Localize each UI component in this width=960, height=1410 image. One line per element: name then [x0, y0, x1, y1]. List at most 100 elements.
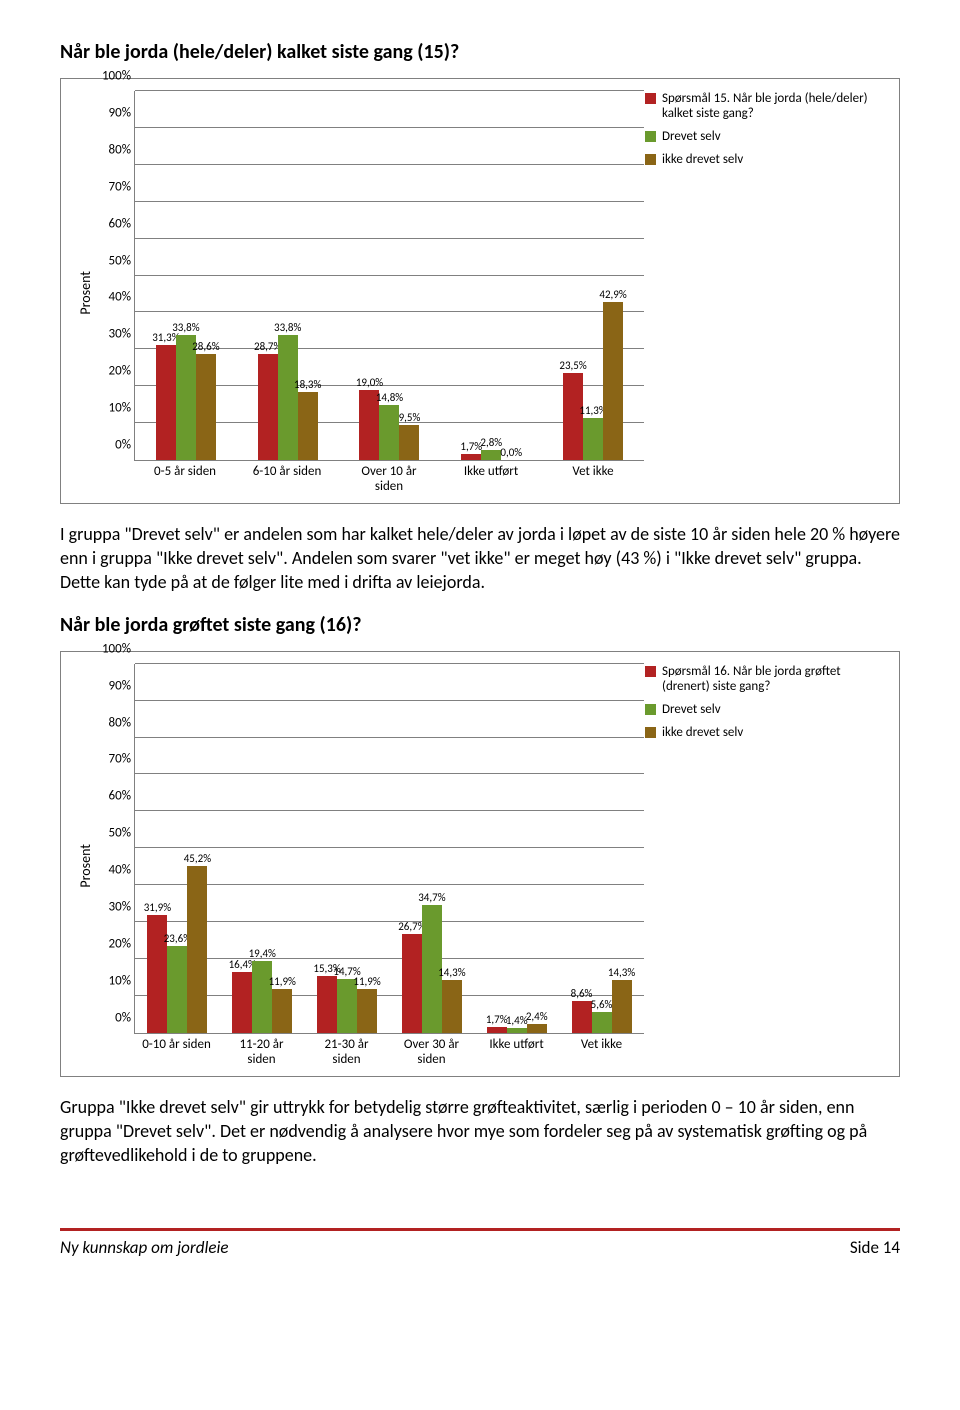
footer-right: Side 14 [850, 1237, 900, 1258]
bar-value-label: 0,0% [500, 446, 522, 459]
bar: 42,9% [603, 302, 623, 460]
bar-value-label: 14,3% [608, 966, 635, 979]
chart-2-plot: 0%10%20%30%40%50%60%70%80%90%100%31,9%23… [134, 664, 644, 1034]
paragraph-1: I gruppa "Drevet selv" er andelen som ha… [60, 522, 900, 595]
heading-1: Når ble jorda (hele/deler) kalket siste … [60, 40, 900, 64]
legend-swatch [645, 154, 656, 165]
bar: 45,2% [187, 866, 207, 1033]
ytick: 40% [91, 290, 131, 305]
bar: 19,4% [252, 961, 272, 1033]
xlabel: Vet ikke [559, 1038, 644, 1068]
ytick: 80% [91, 715, 131, 730]
bar: 18,3% [298, 392, 318, 460]
bar-value-label: 1,4% [506, 1014, 528, 1027]
bar-value-label: 5,6% [591, 998, 613, 1011]
xlabel: 0-5 år siden [134, 465, 236, 495]
bar: 14,3% [612, 980, 632, 1033]
bar-value-label: 11,9% [269, 975, 296, 988]
ytick: 40% [91, 863, 131, 878]
ytick: 60% [91, 216, 131, 231]
bar: 2,4% [527, 1024, 547, 1033]
chart-1-legend: Spørsmål 15. Når ble jorda (hele/deler) … [645, 91, 885, 175]
bar: 9,5% [399, 425, 419, 460]
ytick: 30% [91, 327, 131, 342]
bar-value-label: 18,3% [294, 378, 321, 391]
xlabel: 21-30 årsiden [304, 1038, 389, 1068]
ytick: 70% [91, 752, 131, 767]
bar: 2,8% [481, 450, 501, 460]
ytick: 30% [91, 900, 131, 915]
legend-item: Spørsmål 16. Når ble jorda grøftet (dren… [645, 664, 885, 694]
legend-label: Spørsmål 16. Når ble jorda grøftet (dren… [662, 664, 885, 694]
bar-value-label: 9,5% [399, 411, 421, 424]
xlabel: Over 10 årsiden [338, 465, 440, 495]
bar: 14,8% [379, 405, 399, 460]
ytick: 100% [91, 641, 131, 656]
bar: 15,3% [317, 976, 337, 1032]
bar: 31,3% [156, 345, 176, 460]
chart-2-xlabels: 0-10 år siden11-20 årsiden21-30 årsidenO… [134, 1038, 644, 1068]
xlabel: Ikke utført [474, 1038, 559, 1068]
ytick: 90% [91, 105, 131, 120]
xlabel: Vet ikke [542, 465, 644, 495]
xlabel: Ikke utført [440, 465, 542, 495]
page-footer: Ny kunnskap om jordleie Side 14 [60, 1228, 900, 1258]
chart-1-xlabels: 0-5 år siden6-10 år sidenOver 10 årsiden… [134, 465, 644, 495]
ytick: 0% [91, 438, 131, 453]
paragraph-2: Gruppa "Ikke drevet selv" gir uttrykk fo… [60, 1095, 900, 1168]
bar-value-label: 14,3% [438, 966, 465, 979]
bar: 33,8% [176, 335, 196, 460]
legend-swatch [645, 704, 656, 715]
legend-item: Spørsmål 15. Når ble jorda (hele/deler) … [645, 91, 885, 121]
bar-value-label: 2,8% [480, 436, 502, 449]
chart-2-container: Prosent 0%10%20%30%40%50%60%70%80%90%100… [60, 651, 900, 1077]
ytick: 100% [91, 69, 131, 84]
legend-item: Drevet selv [645, 129, 885, 144]
ytick: 50% [91, 826, 131, 841]
xlabel: 0-10 år siden [134, 1038, 219, 1068]
bar-value-label: 1,7% [486, 1013, 508, 1026]
bar: 1,4% [507, 1028, 527, 1033]
bar-value-label: 14,8% [376, 391, 403, 404]
bar: 23,6% [167, 946, 187, 1033]
bar: 26,7% [402, 934, 422, 1033]
legend-swatch [645, 131, 656, 142]
bar-value-label: 33,8% [274, 321, 301, 334]
ytick: 10% [91, 401, 131, 416]
chart-1-container: Prosent 0%10%20%30%40%50%60%70%80%90%100… [60, 78, 900, 504]
bar-value-label: 31,9% [144, 901, 171, 914]
bar-value-label: 34,7% [418, 891, 445, 904]
footer-left: Ny kunnskap om jordleie [60, 1237, 229, 1258]
bar-value-label: 2,4% [526, 1010, 548, 1023]
ytick: 0% [91, 1010, 131, 1025]
bar: 1,7% [461, 454, 481, 460]
legend-item: ikke drevet selv [645, 152, 885, 167]
xlabel: 11-20 årsiden [219, 1038, 304, 1068]
xlabel: 6-10 år siden [236, 465, 338, 495]
legend-swatch [645, 666, 656, 677]
bar: 1,7% [487, 1027, 507, 1033]
xlabel: Over 30 årsiden [389, 1038, 474, 1068]
ytick: 90% [91, 678, 131, 693]
bar: 16,4% [232, 972, 252, 1033]
bar: 8,6% [572, 1001, 592, 1033]
bar: 11,9% [357, 989, 377, 1033]
bar-value-label: 23,5% [559, 359, 586, 372]
legend-label: ikke drevet selv [662, 152, 743, 167]
bar-value-label: 1,7% [460, 440, 482, 453]
ytick: 60% [91, 789, 131, 804]
bar: 11,3% [583, 418, 603, 460]
legend-swatch [645, 727, 656, 738]
bar: 11,9% [272, 989, 292, 1033]
legend-swatch [645, 93, 656, 104]
legend-item: ikke drevet selv [645, 725, 885, 740]
bar-value-label: 19,4% [249, 947, 276, 960]
chart-1-plot: 0%10%20%30%40%50%60%70%80%90%100%31,3%33… [134, 91, 644, 461]
bar-value-label: 45,2% [184, 852, 211, 865]
bar-value-label: 33,8% [172, 321, 199, 334]
bar-value-label: 8,6% [571, 987, 593, 1000]
heading-2: Når ble jorda grøftet siste gang (16)? [60, 613, 900, 637]
bar-value-label: 19,0% [356, 376, 383, 389]
bar-value-label: 11,9% [353, 975, 380, 988]
legend-item: Drevet selv [645, 702, 885, 717]
